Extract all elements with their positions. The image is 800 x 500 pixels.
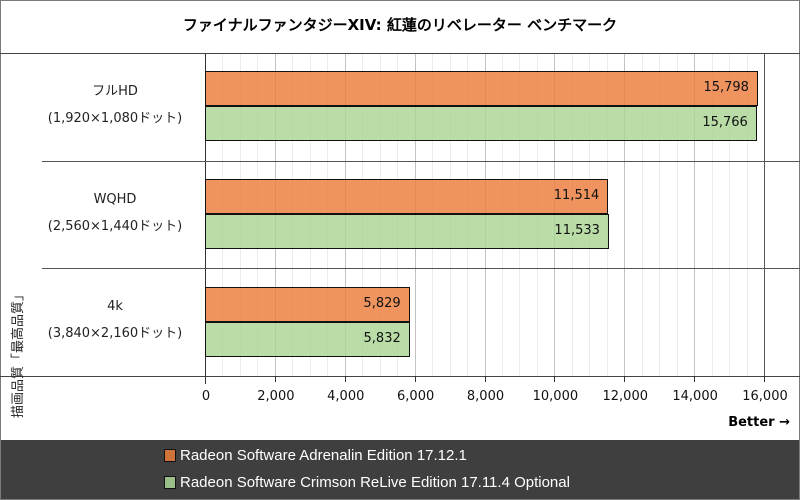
grid-line [624, 54, 626, 376]
x-tick [274, 376, 276, 382]
bar-adrenalin: 15,798 [205, 71, 758, 106]
bar-adrenalin: 11,514 [205, 179, 609, 214]
bar-value-label: 5,829 [363, 296, 401, 311]
x-axis-label: Better → [728, 415, 790, 430]
x-axis-line [0, 376, 800, 377]
category-resolution: (1,920×1,080ドット) [47, 111, 183, 126]
x-tick-label: 12,000 [602, 389, 649, 404]
x-tick [554, 376, 556, 382]
x-tick-label: 8,000 [466, 389, 505, 404]
plot-right-border [764, 54, 765, 382]
legend-item-adrenalin: Radeon Software Adrenalin Edition 17.12.… [164, 445, 467, 465]
category-name: フルHD [92, 84, 138, 99]
legend-item-crimson: Radeon Software Crimson ReLive Edition 1… [164, 472, 570, 492]
y-axis-label-wrap: 描画品質「最高品質」 [7, 287, 26, 418]
grid-line [711, 54, 713, 376]
category-separator [42, 268, 800, 269]
category-separator [42, 161, 800, 162]
legend-swatch-green [164, 475, 176, 489]
category-label: WQHD (2,560×1,440ドット) [30, 191, 200, 236]
bar-value-label: 15,766 [702, 115, 748, 130]
category-resolution: (3,840×2,160ドット) [47, 326, 183, 341]
y-axis-label: 描画品質「最高品質」 [11, 287, 26, 418]
legend-swatch-orange [164, 448, 176, 462]
x-tick-label: 4,000 [327, 389, 365, 404]
grid-line [746, 54, 748, 376]
x-tick-label: 14,000 [672, 389, 718, 404]
grid-line [729, 54, 731, 376]
bar-value-label: 11,514 [553, 188, 600, 203]
x-tick [414, 376, 416, 382]
x-tick [764, 376, 765, 382]
plot-top-border [0, 53, 800, 54]
grid-line [676, 54, 678, 376]
grid-line [659, 54, 661, 376]
x-tick-label: 0 [201, 389, 211, 404]
x-tick [694, 376, 696, 382]
category-label: フルHD (1,920×1,080ドット) [30, 83, 200, 128]
x-tick-label: 2,000 [257, 389, 295, 404]
category-resolution: (2,560×1,440ドット) [47, 219, 183, 234]
x-tick-label: 6,000 [397, 389, 435, 404]
category-name: 4k [107, 299, 123, 314]
grid-line [694, 54, 696, 376]
x-tick [205, 376, 206, 382]
legend: Radeon Software Adrenalin Edition 17.12.… [1, 440, 799, 499]
legend-label: Radeon Software Crimson ReLive Edition 1… [180, 473, 570, 491]
x-tick-label: 10,000 [532, 389, 579, 404]
bar-adrenalin: 5,829 [205, 287, 410, 322]
x-tick-label: 16,000 [742, 389, 788, 404]
bar-crimson: 15,766 [205, 106, 757, 141]
x-tick [344, 376, 346, 382]
chart-title: ファイナルファンタジーXIV: 紅蓮のリベレーター ベンチマーク [182, 16, 618, 34]
x-tick [624, 376, 626, 382]
category-name: WQHD [93, 192, 137, 207]
bar-crimson: 11,533 [205, 214, 609, 249]
x-tick [484, 376, 486, 382]
bar-value-label: 11,533 [554, 223, 600, 238]
bar-value-label: 5,832 [363, 331, 401, 346]
bar-value-label: 15,798 [703, 80, 749, 95]
category-label: 4k (3,840×2,160ドット) [30, 298, 200, 343]
legend-label: Radeon Software Adrenalin Edition 17.12.… [180, 446, 467, 464]
grid-line [641, 54, 643, 376]
bar-crimson: 5,832 [205, 322, 410, 357]
